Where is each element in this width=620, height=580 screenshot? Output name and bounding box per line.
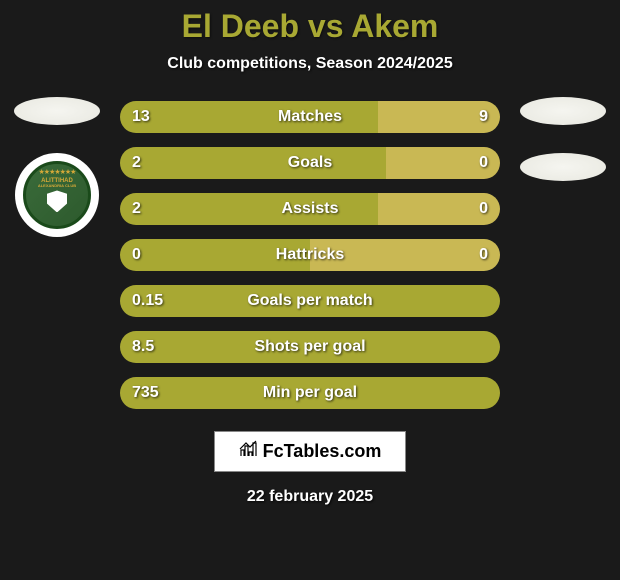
- stat-label: Assists: [282, 200, 339, 218]
- content-area: ★★★★★★★ ALITTIHAD ALEXANDRIA CLUB 13 9 Mat…: [0, 101, 620, 409]
- left-value: 0.15: [132, 292, 163, 310]
- stat-label: Goals per match: [247, 292, 372, 310]
- club-stars-icon: ★★★★★★★: [39, 168, 76, 176]
- stat-row: 2 0 Goals: [120, 147, 500, 179]
- footer-brand-text: FcTables.com: [263, 441, 382, 462]
- right-value: 9: [479, 108, 488, 126]
- right-value: 0: [479, 154, 488, 172]
- club-badge-right: [520, 153, 606, 181]
- left-badge-column: ★★★★★★★ ALITTIHAD ALEXANDRIA CLUB: [14, 97, 100, 237]
- stat-row: 8.5 Shots per goal: [120, 331, 500, 363]
- club-subtext: ALEXANDRIA CLUB: [38, 184, 76, 188]
- stat-label: Shots per goal: [254, 338, 365, 356]
- stat-row: 0.15 Goals per match: [120, 285, 500, 317]
- page-subtitle: Club competitions, Season 2024/2025: [167, 55, 452, 73]
- comparison-infographic: El Deeb vs Akem Club competitions, Seaso…: [0, 0, 620, 580]
- date-label: 22 february 2025: [247, 488, 373, 506]
- stat-row: 13 9 Matches: [120, 101, 500, 133]
- right-badge-column: [520, 97, 606, 181]
- player-badge-right: [520, 97, 606, 125]
- bar-left: 2: [120, 147, 386, 179]
- stats-bars: 13 9 Matches 2 0 Goals 2 0 Assists 0 0 Hattricks 0.1…: [120, 101, 500, 409]
- club-shield-icon: [47, 190, 67, 212]
- right-value: 0: [479, 246, 488, 264]
- right-value: 0: [479, 200, 488, 218]
- stat-label: Min per goal: [263, 384, 357, 402]
- stat-row: 735 Min per goal: [120, 377, 500, 409]
- bar-right: 0: [386, 147, 500, 179]
- bar-right: 9: [378, 101, 500, 133]
- chart-icon: [239, 440, 257, 463]
- left-value: 0: [132, 246, 141, 264]
- left-value: 2: [132, 200, 141, 218]
- stat-label: Matches: [278, 108, 342, 126]
- left-value: 13: [132, 108, 150, 126]
- left-value: 8.5: [132, 338, 154, 356]
- stat-row: 2 0 Assists: [120, 193, 500, 225]
- stat-label: Hattricks: [276, 246, 344, 264]
- page-title: El Deeb vs Akem: [182, 8, 439, 45]
- left-value: 2: [132, 154, 141, 172]
- bar-left: 2: [120, 193, 378, 225]
- footer-brand-box: FcTables.com: [214, 431, 407, 472]
- stat-label: Goals: [288, 154, 332, 172]
- bar-right: 0: [378, 193, 500, 225]
- left-value: 735: [132, 384, 159, 402]
- player-badge-left: [14, 97, 100, 125]
- club-crest: ★★★★★★★ ALITTIHAD ALEXANDRIA CLUB: [23, 161, 91, 229]
- club-badge-left: ★★★★★★★ ALITTIHAD ALEXANDRIA CLUB: [15, 153, 99, 237]
- stat-row: 0 0 Hattricks: [120, 239, 500, 271]
